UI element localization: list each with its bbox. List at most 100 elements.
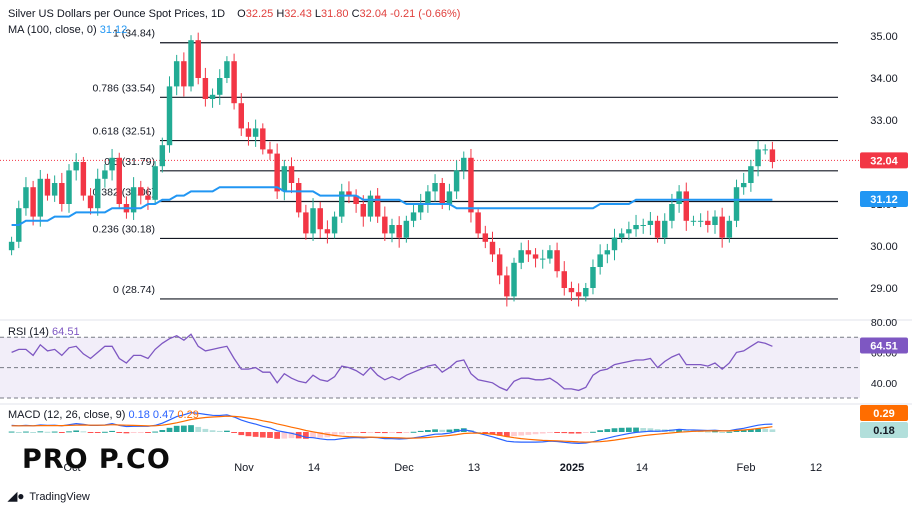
candle-body-27 [202, 78, 209, 99]
last-price-tag-bg [860, 152, 908, 169]
candle-body-44 [324, 229, 331, 234]
candle-body-97 [705, 220, 711, 225]
macd-hist-79 [575, 432, 582, 434]
ma-100-line[interactable] [11, 186, 773, 226]
macd-hist-27 [202, 428, 209, 432]
candle-body-65 [475, 212, 481, 234]
ma-legend[interactable]: MA (100, close, 0) 31.12 [8, 24, 127, 36]
candle-body-6 [51, 183, 58, 196]
candle-body-50 [367, 195, 374, 217]
candle-body-45 [331, 216, 338, 234]
candle-body-0 [8, 241, 15, 251]
candle-body-68 [496, 254, 503, 276]
candle-body-62 [453, 170, 460, 192]
tradingview-branding[interactable]: ◢● TradingView [8, 489, 90, 503]
macd-hist-30 [224, 430, 230, 432]
macd-hist-97 [704, 431, 711, 433]
propco-watermark: PRO P.CO [22, 444, 171, 475]
x-axis-label-1: Nov [234, 462, 254, 474]
ma-legend-value: 31.12 [99, 24, 128, 36]
macd-hist-72 [525, 432, 532, 435]
macd-legend[interactable]: MACD (12, 26, close, 9) 0.18 0.47 0.29 [8, 409, 199, 421]
x-axis-label-8: 12 [810, 462, 822, 474]
candle-body-48 [353, 195, 359, 204]
close-value: 32.04 [359, 8, 388, 20]
candle-body-91 [662, 220, 668, 238]
macd-legend-signal: 0.29 [177, 409, 199, 421]
candle-body-3 [30, 187, 36, 217]
candle-body-85 [618, 233, 625, 238]
last-price-tag: 32.04 [870, 155, 898, 167]
rsi-legend[interactable]: RSI (14) 64.51 [8, 326, 80, 338]
macd-tag: 0.18 [873, 425, 894, 437]
symbol-legend[interactable]: Silver US Dollars per Ounce Spot Prices,… [8, 8, 461, 20]
candle-body-23 [173, 61, 180, 87]
macd-legend-macd: 0.18 [128, 409, 150, 421]
macd-hist-43 [317, 432, 324, 438]
macd-tag-bg [860, 422, 908, 438]
tradingview-label: TradingView [29, 491, 90, 503]
candle-body-21 [159, 145, 166, 167]
macd-hist-74 [539, 432, 546, 434]
candle-body-89 [647, 220, 654, 225]
macd-hist-46 [338, 432, 345, 435]
macd-hist-102 [740, 430, 747, 432]
fib-label-2: 0.618 (32.51) [93, 126, 155, 138]
candlestick-series[interactable] [8, 32, 776, 307]
candle-body-104 [755, 149, 761, 167]
macd-hist-81 [590, 431, 596, 433]
macd-hist-53 [389, 432, 395, 433]
candle-body-40 [295, 183, 302, 213]
candle-body-42 [310, 208, 316, 234]
candle-body-30 [224, 61, 230, 78]
price-axis-tags: 32.04 31.12 [860, 152, 908, 207]
y-axis-tick-6: 29.00 [870, 283, 898, 295]
macd-hist-71 [518, 432, 525, 436]
macd-hist-55 [403, 432, 410, 433]
macd-hist-28 [209, 430, 216, 432]
fib-label-0: 1 (34.84) [113, 28, 155, 40]
candle-body-9 [73, 162, 79, 171]
interval: 1D [210, 8, 226, 20]
macd-hist-89 [647, 428, 654, 432]
macd-hist-94 [683, 430, 690, 432]
macd-pane[interactable]: 0.29 0.18 [8, 405, 908, 445]
macd-hist-51 [374, 432, 381, 433]
candle-body-53 [389, 225, 395, 234]
candle-body-49 [360, 204, 367, 217]
candle-body-99 [719, 216, 725, 238]
candle-body-75 [547, 250, 553, 259]
candle-body-88 [640, 225, 646, 226]
macd-hist-36 [267, 432, 273, 438]
macd-hist-23 [173, 425, 180, 432]
candle-body-7 [59, 183, 65, 204]
candle-body-84 [611, 237, 618, 251]
macd-hist-29 [216, 430, 223, 432]
macd-hist-17 [130, 432, 137, 433]
macd-hist-106 [769, 429, 776, 432]
macd-hist-42 [310, 432, 316, 438]
fib-label-1: 0.786 (33.54) [93, 82, 155, 94]
macd-hist-54 [396, 432, 403, 434]
macd-hist-0 [8, 431, 15, 433]
x-axis-label-4: 13 [468, 462, 480, 474]
candle-body-70 [511, 262, 517, 297]
candle-body-31 [231, 61, 237, 104]
candle-body-38 [281, 166, 288, 192]
macd-hist-100 [726, 431, 733, 433]
candle-body-29 [217, 78, 223, 95]
candle-body-90 [654, 220, 661, 238]
candle-body-8 [66, 170, 72, 204]
macd-hist-3 [30, 432, 36, 433]
macd-hist-84 [611, 428, 618, 432]
macd-hist-62 [453, 428, 460, 432]
macd-hist-52 [381, 432, 388, 434]
y-axis-tick-2: 33.00 [870, 115, 898, 127]
macd-hist-59 [432, 429, 438, 432]
macd-hist-75 [547, 432, 553, 433]
candle-body-106 [769, 149, 776, 162]
open-value: 32.25 [245, 8, 274, 20]
fib-label-6: 0 (28.74) [113, 284, 155, 296]
